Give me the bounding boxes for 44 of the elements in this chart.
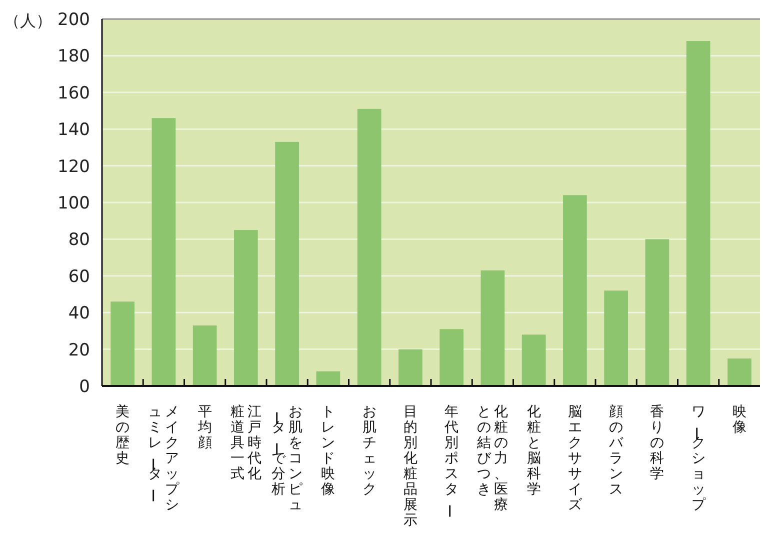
- x-tick-label: 化粧の力、医療との結びつき: [476, 404, 508, 513]
- y-tick-label: 40: [68, 304, 90, 324]
- x-tick-label: 化粧と脳科学: [526, 404, 541, 498]
- y-tick-label: 20: [68, 340, 90, 360]
- bar: [686, 41, 710, 386]
- x-tick-label: 映像: [732, 404, 746, 436]
- bar: [152, 118, 176, 386]
- x-tick-label: メイクアップシュミレーター: [144, 404, 180, 513]
- x-tick-label: 目的別化粧品展示: [403, 404, 418, 528]
- x-tick-label: トレンド映像: [321, 404, 336, 498]
- bar: [604, 290, 628, 386]
- bar: [357, 108, 382, 386]
- y-tick-label: 80: [68, 230, 90, 250]
- y-tick-label: 120: [58, 156, 90, 177]
- bar: [440, 329, 464, 386]
- x-tick-label: 平均顔: [196, 404, 212, 451]
- bar: [480, 270, 505, 386]
- bar: [110, 302, 134, 386]
- bar: [563, 195, 587, 386]
- x-tick-label: お肌をコンピューターで分析: [268, 404, 303, 513]
- x-tick-label: 年代別ポスター: [440, 404, 459, 518]
- y-axis-title: （人）: [4, 11, 52, 30]
- bar: [645, 239, 670, 386]
- x-tick-label: ワークショップ: [687, 404, 706, 513]
- y-tick-label: 160: [58, 83, 90, 104]
- bar: [398, 349, 422, 386]
- y-tick-label: 140: [58, 120, 90, 140]
- bar: [728, 358, 752, 386]
- y-tick-label: 200: [58, 10, 90, 30]
- bar: [275, 142, 299, 386]
- y-tick-label: 0: [79, 377, 90, 397]
- x-tick-label: 脳エクササイズ: [568, 404, 583, 513]
- y-tick-label: 180: [58, 46, 90, 67]
- x-tick-label: 顔のバランス: [608, 404, 624, 498]
- y-tick-label: 100: [58, 194, 90, 214]
- x-tick-label: 美の歴史: [116, 404, 130, 466]
- x-tick-label: 江戸時代化粧道具一式: [230, 404, 262, 482]
- y-tick-label: 60: [68, 266, 90, 287]
- x-tick-label: お肌チェック: [362, 404, 376, 498]
- bar: [522, 334, 546, 386]
- bar: [192, 325, 217, 386]
- x-tick-label: 香りの科学: [650, 404, 664, 482]
- bar: [316, 371, 340, 386]
- bar: [234, 230, 258, 386]
